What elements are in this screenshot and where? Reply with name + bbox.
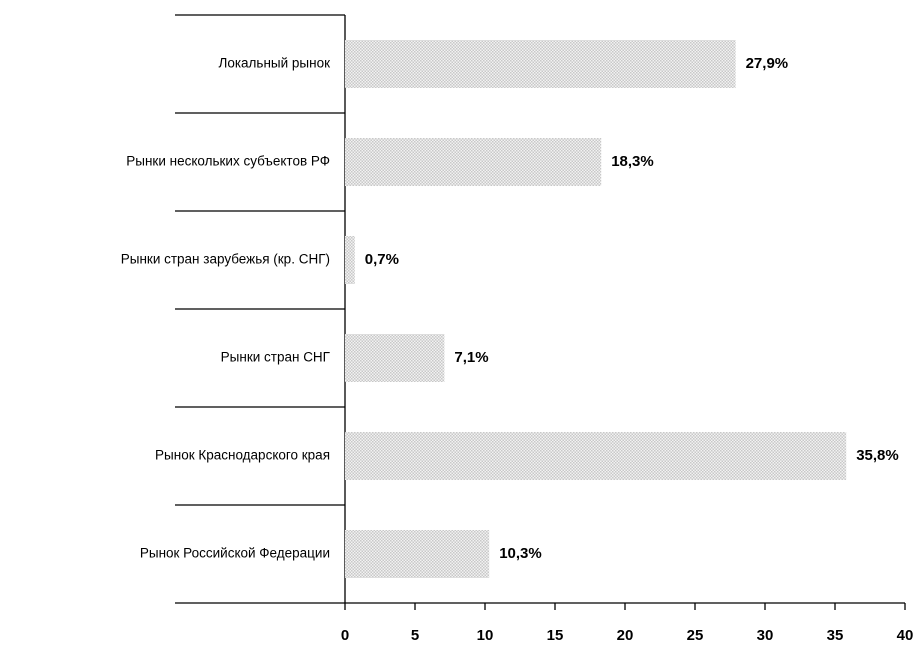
y-tick-label: Рынок Российской Федерации	[140, 546, 330, 561]
bar	[345, 138, 602, 186]
y-tick-label: Рынки стран зарубежья (кр. СНГ)	[121, 252, 330, 267]
bar	[345, 40, 736, 88]
x-tick-label: 25	[687, 627, 704, 644]
bar	[345, 530, 490, 578]
x-tick-label: 20	[617, 627, 634, 644]
x-tick-label: 30	[757, 627, 774, 644]
y-tick-label: Рынки стран СНГ	[221, 350, 331, 365]
y-tick-label: Рынки нескольких субъектов РФ	[126, 154, 330, 169]
x-tick-label: 15	[547, 627, 564, 644]
bar	[345, 432, 847, 480]
x-tick-label: 5	[411, 627, 419, 644]
bar	[345, 334, 445, 382]
y-tick-label: Рынок Краснодарского края	[155, 448, 330, 463]
value-label: 27,9%	[746, 55, 789, 72]
value-label: 7,1%	[454, 349, 488, 366]
y-tick-label: Локальный рынок	[218, 56, 330, 71]
value-label: 35,8%	[856, 447, 899, 464]
value-label: 0,7%	[365, 251, 399, 268]
bar	[345, 236, 355, 284]
value-label: 10,3%	[499, 545, 542, 562]
x-tick-label: 35	[827, 627, 844, 644]
x-tick-label: 40	[897, 627, 914, 644]
value-label: 18,3%	[611, 153, 654, 170]
x-tick-label: 0	[341, 627, 349, 644]
x-tick-label: 10	[477, 627, 494, 644]
